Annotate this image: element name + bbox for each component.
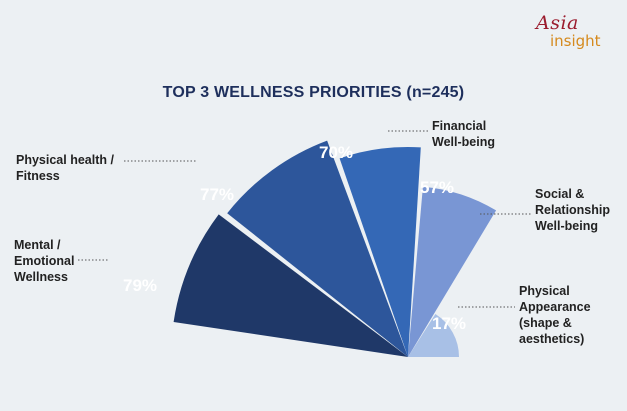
logo-text-insight: insight xyxy=(550,32,601,50)
wedge-physical-health xyxy=(227,140,408,357)
value-label-physical-health: 77% xyxy=(200,185,234,204)
category-label-appearance: Physical Appearance (shape & aesthetics) xyxy=(519,284,591,346)
wedge-mental xyxy=(173,214,408,357)
wedge-social xyxy=(408,186,497,357)
wedge-appearance xyxy=(408,314,459,357)
wedge-financial xyxy=(339,147,421,357)
value-label-appearance: 17% xyxy=(432,314,466,333)
asia-insight-logo: Asia insight xyxy=(536,12,614,60)
value-label-social: 57% xyxy=(420,178,454,197)
category-label-financial: Financial Well-being xyxy=(432,119,495,149)
value-label-mental: 79% xyxy=(123,276,157,295)
category-label-social: Social & Relationship Well-being xyxy=(535,187,611,233)
value-label-financial: 70% xyxy=(319,143,353,162)
category-label-physical-health: Physical health / Fitness xyxy=(16,153,114,183)
logo-text-asia: Asia xyxy=(536,12,579,34)
chart-title: TOP 3 WELLNESS PRIORITIES (n=245) xyxy=(162,84,465,101)
category-label-mental: Mental / Emotional Wellness xyxy=(14,238,75,284)
